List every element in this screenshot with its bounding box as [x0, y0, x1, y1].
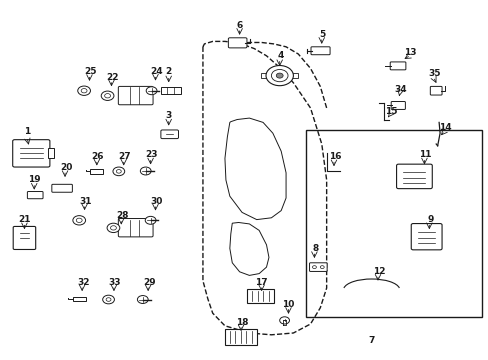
Text: 30: 30 [150, 197, 163, 206]
Text: 22: 22 [106, 73, 119, 82]
Polygon shape [224, 118, 285, 220]
Circle shape [101, 91, 114, 100]
Text: 28: 28 [116, 211, 128, 220]
Text: 20: 20 [60, 163, 72, 172]
Text: 32: 32 [77, 278, 89, 287]
FancyBboxPatch shape [13, 140, 50, 167]
Circle shape [110, 226, 116, 230]
Text: 14: 14 [438, 123, 450, 132]
Text: 9: 9 [426, 215, 433, 224]
Text: 33: 33 [108, 278, 121, 287]
Text: 13: 13 [404, 48, 416, 57]
Text: 12: 12 [372, 267, 385, 276]
Text: 7: 7 [367, 336, 374, 345]
Circle shape [146, 87, 157, 95]
Text: 11: 11 [418, 150, 431, 159]
Circle shape [279, 317, 289, 324]
Text: 29: 29 [142, 278, 155, 287]
Text: 15: 15 [384, 107, 397, 116]
FancyBboxPatch shape [390, 102, 405, 109]
Bar [161, 87, 181, 94]
Circle shape [81, 89, 87, 93]
FancyBboxPatch shape [52, 184, 72, 192]
Text: 26: 26 [91, 152, 104, 161]
FancyBboxPatch shape [27, 192, 43, 199]
Circle shape [104, 94, 110, 98]
Text: 23: 23 [145, 150, 158, 159]
Bar [224, 329, 256, 345]
Circle shape [76, 218, 82, 222]
Circle shape [312, 266, 316, 269]
FancyBboxPatch shape [429, 86, 441, 95]
FancyBboxPatch shape [410, 224, 441, 250]
Text: 18: 18 [235, 318, 248, 327]
Bar [73, 297, 86, 301]
Circle shape [116, 170, 121, 173]
FancyBboxPatch shape [396, 164, 431, 189]
Circle shape [320, 266, 324, 269]
Bar [246, 289, 273, 303]
Circle shape [140, 167, 151, 175]
Bar [305, 130, 481, 317]
FancyBboxPatch shape [118, 219, 153, 237]
Circle shape [276, 73, 283, 78]
Text: 4: 4 [277, 51, 284, 60]
FancyBboxPatch shape [310, 47, 329, 55]
FancyBboxPatch shape [389, 62, 405, 70]
Circle shape [265, 66, 293, 86]
Text: 16: 16 [328, 152, 341, 161]
Bar [48, 148, 54, 158]
Circle shape [106, 298, 111, 301]
Text: 5: 5 [319, 30, 325, 39]
Text: 34: 34 [394, 85, 407, 94]
Circle shape [73, 216, 85, 225]
Text: 24: 24 [150, 68, 163, 77]
Text: 2: 2 [165, 68, 171, 77]
Text: 10: 10 [282, 300, 294, 309]
FancyBboxPatch shape [309, 263, 326, 271]
Circle shape [107, 223, 120, 233]
Circle shape [137, 296, 148, 303]
FancyBboxPatch shape [118, 86, 153, 105]
Bar [261, 73, 298, 78]
Text: 35: 35 [427, 69, 440, 78]
Circle shape [145, 216, 156, 224]
Polygon shape [229, 222, 268, 275]
Text: 27: 27 [118, 152, 131, 161]
Circle shape [102, 295, 114, 304]
Text: 31: 31 [79, 197, 92, 206]
Circle shape [271, 69, 287, 82]
Text: 1: 1 [24, 127, 30, 136]
Text: 8: 8 [312, 244, 318, 253]
Circle shape [78, 86, 90, 95]
FancyBboxPatch shape [161, 130, 178, 139]
Text: 19: 19 [28, 175, 41, 184]
Text: 25: 25 [84, 68, 97, 77]
FancyBboxPatch shape [228, 38, 246, 48]
FancyBboxPatch shape [13, 226, 36, 249]
Text: 3: 3 [165, 111, 171, 120]
Bar [90, 169, 103, 174]
Text: 6: 6 [236, 21, 242, 30]
Text: 17: 17 [255, 278, 267, 287]
Text: 21: 21 [18, 215, 31, 224]
Circle shape [113, 167, 124, 176]
